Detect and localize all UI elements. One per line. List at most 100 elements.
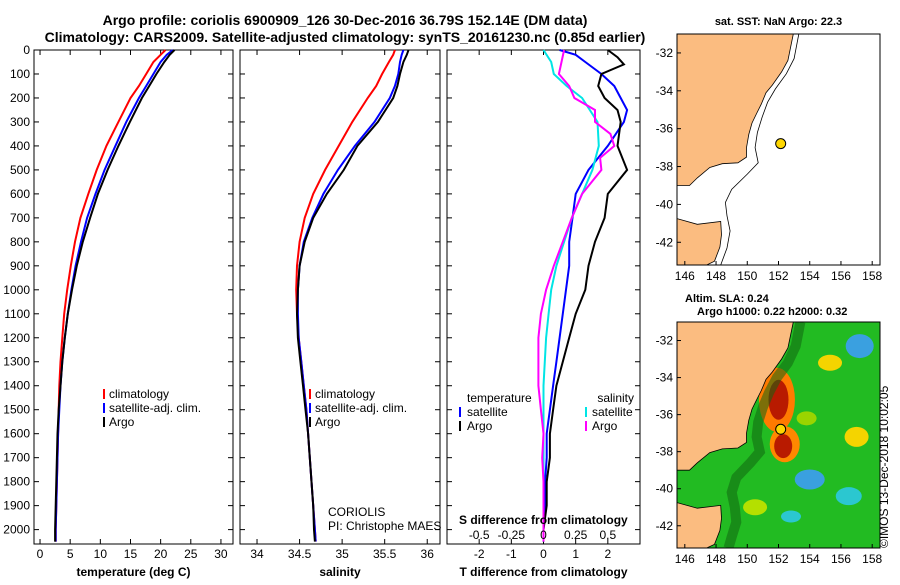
x-tick-label: 35.5: [373, 547, 397, 561]
depth-tick-label: 1300: [3, 355, 30, 369]
legend-label: satellite-adj. clim.: [315, 401, 407, 415]
weak-anomaly: [743, 499, 768, 516]
x-tick-label: 20: [154, 547, 168, 561]
x-tick-label: 25: [184, 547, 198, 561]
top-axis-label: S difference from climatology: [459, 513, 628, 527]
series-line: [542, 49, 600, 542]
depth-tick-label: 1800: [3, 475, 30, 489]
depth-tick-label: 1200: [3, 331, 30, 345]
series-line: [537, 49, 616, 542]
lon-tick-label: 156: [831, 269, 851, 283]
x-tick-label: 10: [94, 547, 108, 561]
top-tick-label: -0.25: [498, 528, 526, 542]
map-sla_map: 146 148 150 152 154 156 158 -32 -34 -36 -38 -40 -42 A…: [656, 293, 883, 566]
warm-anomaly: [844, 426, 869, 447]
lat-tick-label: -42: [656, 235, 674, 249]
panel-salinity: 34 34.5 35 35.5 36 salinity: [239, 49, 441, 579]
lat-tick-label: -38: [656, 160, 674, 174]
map-sst_map: 146 148 150 152 154 156 158 -32 -34 -36 -38 -40 -42 s…: [656, 16, 883, 283]
lon-tick-label: 150: [737, 269, 757, 283]
lat-tick-label: -38: [656, 445, 674, 459]
top-tick-label: 0.25: [564, 528, 588, 542]
weak-anomaly: [796, 411, 817, 426]
legend-label: Argo: [592, 419, 618, 433]
depth-tick-label: 1400: [3, 379, 30, 393]
depth-tick-label: 200: [10, 91, 30, 105]
lat-tick-label: -32: [656, 334, 674, 348]
panel-difference: -2 -1 0 1 2 T difference from climatology: [446, 49, 641, 579]
legend-label: climatology: [315, 387, 375, 401]
lon-tick-label: 146: [675, 269, 695, 283]
lon-tick-label: 152: [768, 552, 788, 566]
lon-tick-label: 148: [706, 269, 726, 283]
depth-tick-label: 800: [10, 235, 30, 249]
map-content: [677, 34, 880, 265]
lon-tick-label: 148: [706, 552, 726, 566]
x-tick-label: 15: [124, 547, 138, 561]
map-content: [677, 322, 880, 548]
plot-frame: [33, 49, 234, 545]
cold-anomaly: [835, 487, 862, 506]
warm-eddy: [774, 434, 793, 459]
x-axis-label: T difference from climatology: [459, 565, 627, 579]
lon-tick-label: 150: [737, 552, 757, 566]
x-tick-label: 0: [37, 547, 44, 561]
depth-tick-label: 1600: [3, 427, 30, 441]
sst-map-title: sat. SST: NaN Argo: 22.3: [715, 16, 842, 28]
lat-tick-label: -34: [656, 371, 674, 385]
legend-label: Argo: [109, 415, 135, 429]
depth-tick-label: 1000: [3, 283, 30, 297]
series-line: [542, 49, 629, 542]
depth-tick-label: 2000: [3, 523, 30, 537]
top-tick-label: -0.5: [469, 528, 490, 542]
x-tick-label: 35: [335, 547, 349, 561]
australia-mainland: [677, 322, 794, 471]
australia-mainland: [677, 34, 794, 186]
sla-title-line1: Altim. SLA: 0.24: [685, 293, 770, 305]
legend-label: climatology: [109, 387, 169, 401]
cold-anomaly: [780, 510, 801, 523]
depth-tick-label: 700: [10, 211, 30, 225]
x-tick-label: 34.5: [288, 547, 312, 561]
series-line: [54, 49, 176, 542]
lon-tick-label: 152: [768, 269, 788, 283]
sla-title-line2: Argo h1000: 0.22 h2000: 0.32: [697, 306, 847, 318]
legend-label: satellite: [467, 405, 508, 419]
annotation-pi: PI: Christophe MAES: [328, 519, 441, 533]
argo-position-marker: [775, 423, 787, 435]
annotation-institution: CORIOLIS: [328, 505, 385, 519]
cold-eddy: [794, 469, 825, 490]
lat-tick-label: -32: [656, 46, 674, 60]
depth-tick-label: 1500: [3, 403, 30, 417]
legend-label: Argo: [315, 415, 341, 429]
legend-label: satellite-adj. clim.: [109, 401, 201, 415]
cold-eddy: [845, 334, 874, 359]
shelf-contour: [720, 34, 800, 265]
x-tick-label: 30: [214, 547, 228, 561]
lon-tick-label: 146: [675, 552, 695, 566]
legend-left-title: temperature: [467, 391, 532, 405]
x-tick-label: 34: [250, 547, 264, 561]
plot-frame: [239, 49, 441, 545]
lat-tick-label: -40: [656, 482, 674, 496]
lat-tick-label: -36: [656, 122, 674, 136]
lat-tick-label: -40: [656, 197, 674, 211]
lon-tick-label: 158: [862, 269, 882, 283]
lon-tick-label: 158: [862, 552, 882, 566]
x-tick-label: 5: [67, 547, 74, 561]
depth-tick-label: 300: [10, 115, 30, 129]
tasmania: [677, 218, 722, 265]
x-tick-label: 2: [604, 547, 611, 561]
depth-tick-label: 1900: [3, 499, 30, 513]
header-line2: Climatology: CARS2009. Satellite-adjuste…: [45, 29, 646, 45]
depth-tick-label: 1700: [3, 451, 30, 465]
tasmania: [677, 502, 722, 548]
argo-position-marker: [775, 138, 787, 150]
x-tick-label: 1: [572, 547, 579, 561]
shelf-band: [723, 322, 806, 548]
series-line: [542, 49, 629, 542]
depth-tick-label: 500: [10, 163, 30, 177]
